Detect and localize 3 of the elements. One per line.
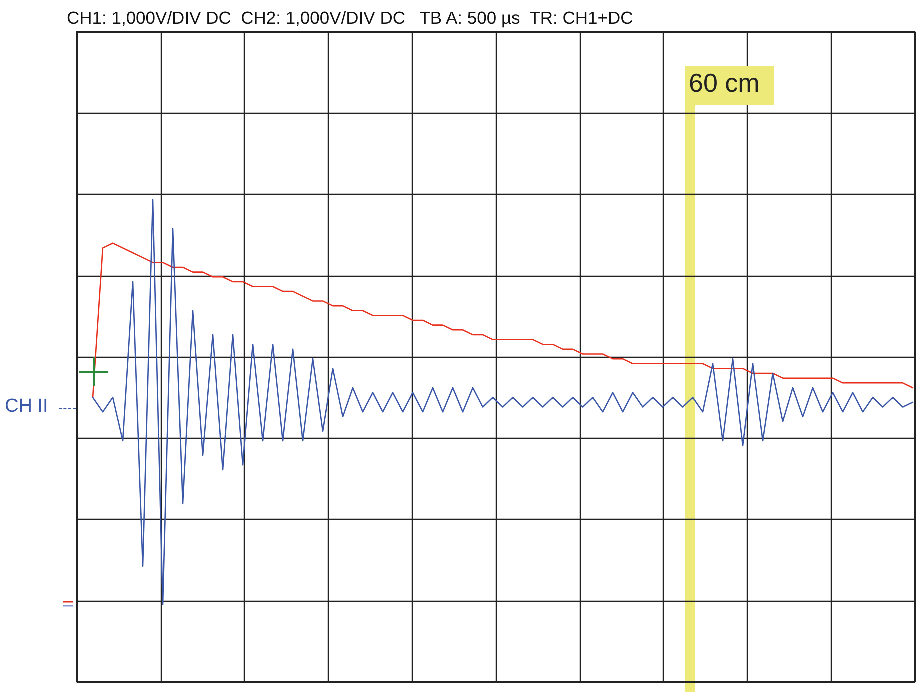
text: CH II — [5, 396, 48, 418]
chart-title: CH1: 1,000V/DIV DC CH2: 1,000V/DIV DC TB A: 500 µs TR: CH1+DC — [67, 8, 634, 28]
text: 60 cm — [685, 66, 774, 105]
